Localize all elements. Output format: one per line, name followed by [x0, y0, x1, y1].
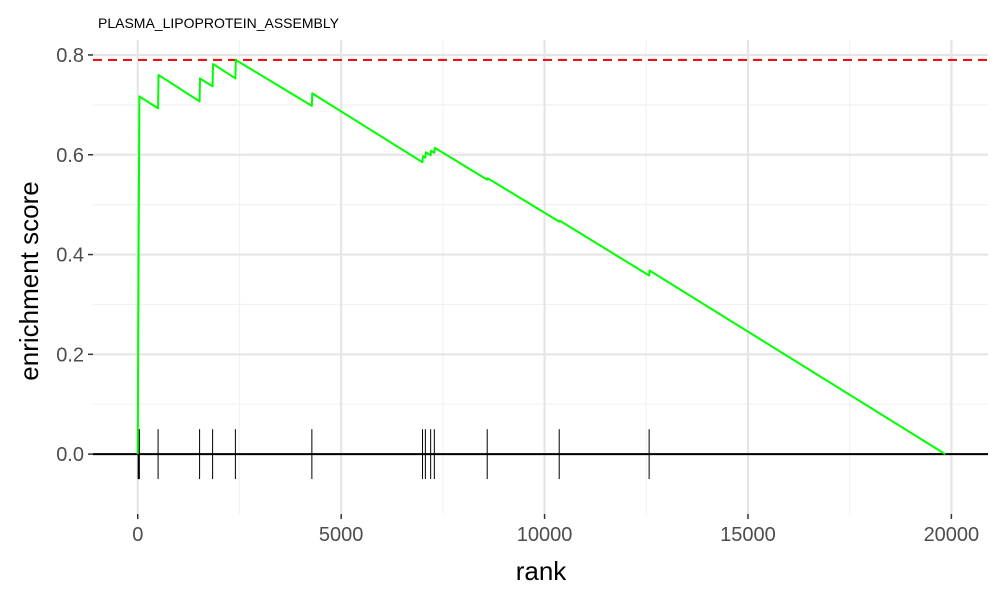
y-tick-label: 0.2 — [56, 344, 84, 366]
x-axis-ticks: 0 5000 10000 15000 20000 — [132, 514, 979, 546]
x-tick-label: 5000 — [319, 524, 364, 546]
grid — [93, 40, 988, 514]
y-axis-ticks: 0.0 0.2 0.4 0.6 0.8 — [56, 45, 93, 466]
x-axis-title: rank — [516, 556, 568, 586]
x-tick-label: 10000 — [517, 524, 573, 546]
x-tick-label: 0 — [132, 524, 143, 546]
running-es-line — [136, 58, 946, 455]
reference-lines — [93, 58, 988, 456]
y-tick-label: 0.8 — [56, 45, 84, 67]
plot-title: PLASMA_LIPOPROTEIN_ASSEMBLY — [98, 15, 340, 31]
series-layer — [136, 58, 946, 455]
y-axis-title: enrichment score — [14, 181, 44, 380]
y-tick-label: 0.6 — [56, 145, 84, 167]
x-tick-label: 15000 — [720, 524, 776, 546]
y-tick-label: 0.4 — [56, 245, 84, 267]
y-tick-label: 0.0 — [56, 444, 84, 466]
x-tick-label: 20000 — [924, 524, 980, 546]
